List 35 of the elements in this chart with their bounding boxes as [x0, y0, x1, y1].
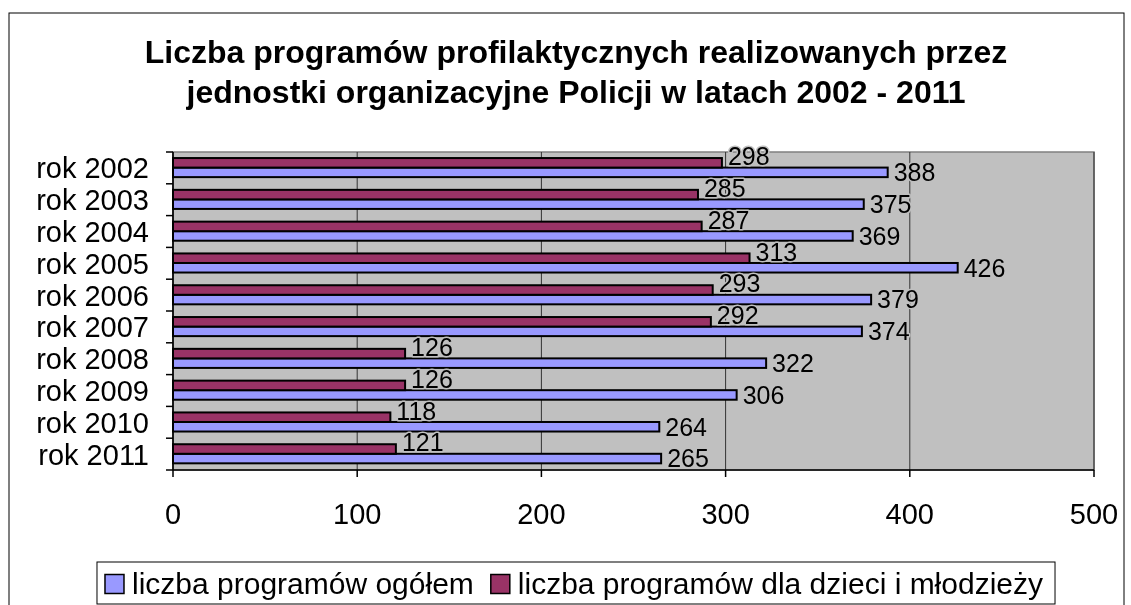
- data-label: 374: [867, 317, 910, 346]
- y-tick-label: rok 2010: [36, 406, 149, 439]
- y-tick-label: rok 2004: [36, 215, 149, 248]
- data-label: 369: [858, 221, 901, 250]
- x-tick-label: 500: [1069, 498, 1119, 530]
- x-tick-label: 200: [517, 498, 566, 530]
- data-label: 379: [877, 285, 919, 314]
- y-tick-label: rok 2007: [36, 311, 149, 344]
- data-label: 313: [755, 237, 798, 266]
- x-tick-label: 300: [701, 498, 750, 530]
- data-label: 121: [401, 428, 444, 457]
- y-tick-label: rok 2006: [36, 279, 149, 312]
- data-label: 126: [411, 364, 453, 393]
- data-label: 426: [963, 253, 1006, 282]
- y-tick-label: rok 2011: [38, 438, 149, 471]
- chart-title: Liczba programów profilaktycznych realizowanych przez jednostki organizacyjne Policji w latach 2002 - 2011: [144, 34, 1008, 110]
- x-tick-label: 100: [333, 498, 382, 530]
- x-tick-label: 0: [164, 498, 182, 530]
- legend-label: liczba programów ogółem: [131, 566, 474, 600]
- data-label: 306: [742, 380, 785, 409]
- data-label: 298: [727, 142, 770, 171]
- legend-label: liczba programów dla dzieci i młodzieży: [517, 566, 1044, 600]
- data-label: 118: [396, 396, 437, 425]
- data-label: 322: [772, 348, 814, 377]
- y-tick-label: rok 2008: [36, 343, 149, 376]
- y-tick-label: rok 2002: [36, 152, 149, 185]
- y-tick-label: rok 2005: [36, 247, 149, 280]
- data-label: 388: [893, 158, 936, 187]
- data-label: 375: [869, 189, 912, 218]
- y-tick-label: rok 2009: [36, 374, 149, 407]
- data-label: 265: [667, 444, 709, 473]
- x-tick-label: 400: [885, 498, 934, 530]
- data-label: 264: [665, 412, 708, 441]
- y-tick-label: rok 2003: [36, 184, 149, 217]
- data-label: 126: [411, 333, 453, 361]
